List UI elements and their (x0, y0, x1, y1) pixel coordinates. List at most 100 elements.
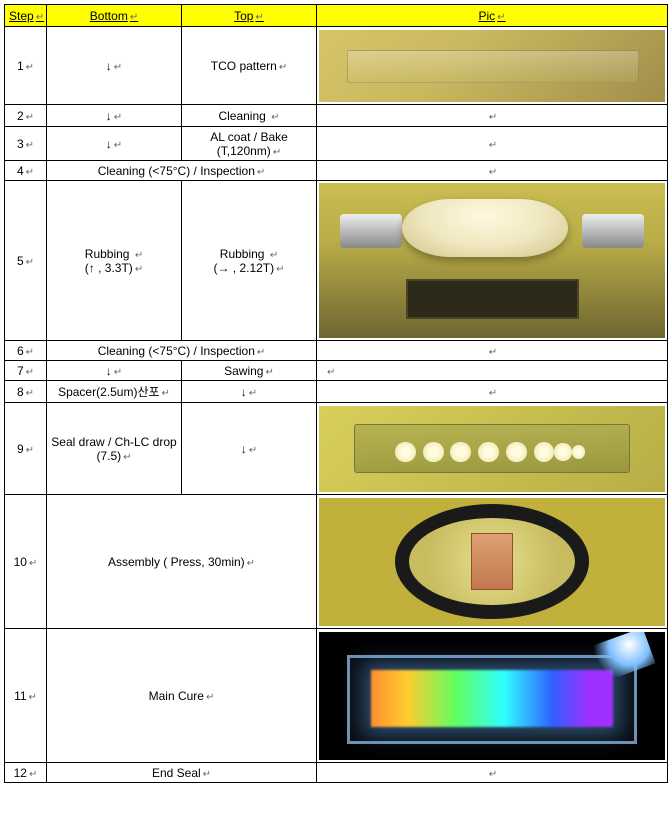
pic-cell (317, 181, 668, 341)
step-num: 1 (17, 59, 24, 73)
cr-mark: ↵ (135, 264, 143, 275)
cr-mark: ↵ (135, 250, 143, 261)
header-pic: Pic↵ (317, 5, 668, 27)
bottom-cell: ↓↵ (47, 361, 182, 381)
pic-cell (317, 495, 668, 629)
pic-cell: ↵ (317, 361, 668, 381)
cr-mark: ↵ (130, 12, 138, 23)
merged-text: Main Cure (149, 689, 204, 703)
header-bottom-label: Bottom (90, 9, 128, 23)
top-text: Cleaning (218, 109, 269, 123)
step-num: 10 (14, 555, 27, 569)
bottom-text: ↓ (106, 109, 112, 123)
bottom-cell: ↓↵ (47, 27, 182, 105)
cr-mark: ↵ (327, 367, 335, 378)
cr-mark: ↵ (114, 367, 122, 378)
cr-mark: ↵ (26, 167, 34, 178)
step-cell: 5↵ (5, 181, 47, 341)
lc-drop (395, 442, 416, 463)
header-row: Step↵ Bottom↵ Top↵ Pic↵ (5, 5, 668, 27)
lc-drop (506, 442, 527, 463)
stage (406, 279, 579, 319)
merged-cell: Assembly ( Press, 30min)↵ (47, 495, 317, 629)
step-num: 9 (17, 442, 24, 456)
cr-mark: ↵ (206, 692, 214, 703)
pic-cell: ↵ (317, 127, 668, 161)
cr-mark: ↵ (489, 347, 497, 358)
pic-cell (317, 27, 668, 105)
step-cell: 8↵ (5, 381, 47, 403)
step-num: 4 (17, 164, 24, 178)
merged-cell: Cleaning (<75°C) / Inspection↵ (47, 161, 317, 181)
axle-right (582, 214, 644, 248)
step-num: 8 (17, 385, 24, 399)
header-top-label: Top (234, 9, 253, 23)
table-row: 8↵ Spacer(2.5um)산포↵ ↓↵ ↵ (5, 381, 668, 403)
merged-cell: Main Cure↵ (47, 629, 317, 763)
top-text: Rubbing ↵(→ , 2.12T) (213, 247, 278, 275)
table-row: 5↵ Rubbing ↵(↑ , 3.3T)↵ Rubbing ↵(→ , 2.… (5, 181, 668, 341)
step-num: 11 (14, 689, 26, 703)
step-cell: 1↵ (5, 27, 47, 105)
axle-left (340, 214, 402, 248)
merged-text: End Seal (152, 766, 201, 780)
step-num: 12 (14, 766, 27, 780)
table-row: 6↵ Cleaning (<75°C) / Inspection↵ ↵ (5, 341, 668, 361)
step-cell: 9↵ (5, 403, 47, 495)
cr-mark: ↵ (497, 12, 505, 23)
bottom-text: ↓ (106, 137, 112, 151)
cr-mark: ↵ (26, 347, 34, 358)
table-row: 3↵ ↓↵ AL coat / Bake (T,120nm)↵ ↵ (5, 127, 668, 161)
table-row: 7↵ ↓↵ Sawing↵ ↵ (5, 361, 668, 381)
cr-mark: ↵ (26, 112, 34, 123)
cr-mark: ↵ (249, 388, 257, 399)
cr-mark: ↵ (114, 140, 122, 151)
header-pic-label: Pic (478, 9, 495, 23)
pic-cell: ↵ (317, 381, 668, 403)
table-row: 10 ↵ Assembly ( Press, 30min)↵ (5, 495, 668, 629)
pic-main-cure (319, 632, 665, 760)
cr-mark: ↵ (271, 112, 279, 123)
top-cell: Rubbing ↵(→ , 2.12T)↵ (182, 181, 317, 341)
top-text: ↓ (241, 385, 247, 399)
cr-mark: ↵ (114, 62, 122, 73)
cr-mark: ↵ (26, 140, 34, 151)
uv-light (584, 632, 656, 685)
cr-mark: ↵ (489, 167, 497, 178)
cr-mark: ↵ (26, 257, 34, 268)
table-row: 11↵ Main Cure↵ (5, 629, 668, 763)
pic-cell: ↵ (317, 105, 668, 127)
cr-mark: ↵ (26, 367, 34, 378)
top-cell: ↓↵ (182, 381, 317, 403)
cr-mark: ↵ (489, 769, 497, 780)
header-step-label: Step (9, 9, 34, 23)
cr-mark: ↵ (162, 388, 170, 399)
pic-cell (317, 629, 668, 763)
cr-mark: ↵ (276, 264, 284, 275)
top-text: ↓ (241, 442, 247, 456)
cr-mark: ↵ (29, 769, 37, 780)
cr-mark: ↵ (123, 452, 131, 463)
pic-rubbing (319, 183, 665, 338)
bottom-cell: ↓↵ (47, 105, 182, 127)
pic-cell (317, 403, 668, 495)
cr-mark: ↵ (26, 388, 34, 399)
cr-mark: ↵ (255, 12, 263, 23)
bottom-cell: Rubbing ↵(↑ , 3.3T)↵ (47, 181, 182, 341)
bottom-text: ↓ (106, 364, 112, 378)
cr-mark: ↵ (247, 558, 255, 569)
lc-drop (478, 442, 499, 463)
merged-cell: Cleaning (<75°C) / Inspection↵ (47, 341, 317, 361)
cr-mark: ↵ (203, 769, 211, 780)
table-row: 9↵ Seal draw / Ch-LC drop (7.5)↵ ↓↵ (5, 403, 668, 495)
bottom-text: ↓ (106, 59, 112, 73)
step-num: 3 (17, 137, 24, 151)
table-row: 4↵ Cleaning (<75°C) / Inspection↵ ↵ (5, 161, 668, 181)
cr-mark: ↵ (29, 692, 37, 703)
step-num: 6 (17, 344, 24, 358)
cr-mark: ↵ (257, 167, 265, 178)
cr-mark: ↵ (26, 445, 34, 456)
step-num: 2 (17, 109, 24, 123)
step-cell: 12↵ (5, 763, 47, 783)
bottom-text: Seal draw / Ch-LC drop (7.5) (51, 435, 176, 463)
